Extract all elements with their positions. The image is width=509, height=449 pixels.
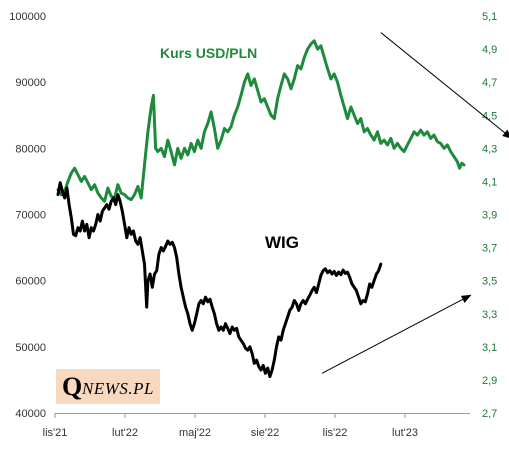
right-tick-label: 5,1 xyxy=(482,11,497,23)
right-tick-label: 3,5 xyxy=(482,276,497,288)
x-tick-label: lut'22 xyxy=(112,427,138,439)
right-tick-label: 4,1 xyxy=(482,176,497,188)
wig-series-label: WIG xyxy=(265,233,299,252)
x-tick-label: lut'23 xyxy=(392,427,418,439)
left-tick-label: 40000 xyxy=(15,408,46,420)
left-tick-label: 90000 xyxy=(15,77,46,89)
series-layer xyxy=(56,39,466,379)
right-tick-label: 2,9 xyxy=(482,375,497,387)
right-tick-label: 2,7 xyxy=(482,408,497,420)
usd-pln-line xyxy=(56,39,466,203)
x-tick-label: sie'22 xyxy=(251,427,279,439)
logo-text: NEWS.PL xyxy=(82,379,154,398)
left-tick-label: 50000 xyxy=(15,342,46,354)
right-tick-label: 4,5 xyxy=(482,110,497,122)
right-axis: 2,7 2,9 3,1 3,3 3,5 3,7 3,9 4,1 4,3 4,5 4,7 4,9 5,1 xyxy=(482,11,497,420)
right-tick-label: 3,3 xyxy=(482,309,497,321)
right-tick-label: 3,7 xyxy=(482,243,497,255)
x-axis: lis'21 lut'22 maj'22 sie'22 lis'22 lut'23 xyxy=(43,413,418,439)
x-tick-label: lis'22 xyxy=(323,427,348,439)
usd-series-label: Kurs USD/PLN xyxy=(160,45,257,61)
x-tick-label: maj'22 xyxy=(179,427,211,439)
left-tick-label: 100000 xyxy=(9,11,46,23)
left-axis: 40000 50000 60000 70000 80000 90000 100000 xyxy=(9,11,46,420)
wig-line xyxy=(56,181,383,379)
x-tick-label: lis'21 xyxy=(43,427,68,439)
trend-arrows xyxy=(321,32,509,374)
right-tick-label: 3,9 xyxy=(482,210,497,222)
usd-downtrend-arrow xyxy=(380,32,509,140)
left-tick-label: 70000 xyxy=(15,210,46,222)
right-tick-label: 4,3 xyxy=(482,143,497,155)
qnews-logo: Q NEWS.PL xyxy=(56,369,160,404)
right-tick-label: 4,7 xyxy=(482,77,497,89)
left-tick-label: 60000 xyxy=(15,276,46,288)
wig-uptrend-arrow xyxy=(321,294,472,374)
left-tick-label: 80000 xyxy=(15,143,46,155)
logo-letter-q: Q xyxy=(62,372,83,401)
right-tick-label: 4,9 xyxy=(482,44,497,56)
right-tick-label: 3,1 xyxy=(482,342,497,354)
